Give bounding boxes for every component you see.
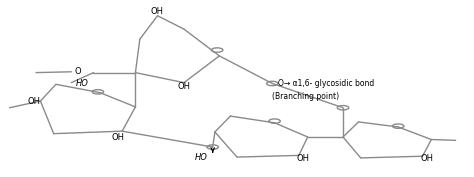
Text: (Branching point): (Branching point) <box>272 92 339 101</box>
Circle shape <box>266 81 278 86</box>
Text: OH: OH <box>111 133 124 141</box>
Text: HO: HO <box>76 79 89 88</box>
Circle shape <box>211 48 223 52</box>
Circle shape <box>207 145 219 149</box>
Text: HO: HO <box>195 153 208 162</box>
Text: OH: OH <box>297 154 310 163</box>
Text: O→ α1,6- glycosidic bond: O→ α1,6- glycosidic bond <box>278 79 374 88</box>
Text: OH: OH <box>27 96 40 105</box>
Text: OH: OH <box>420 154 433 163</box>
Circle shape <box>337 105 349 110</box>
Text: O: O <box>75 67 82 76</box>
Circle shape <box>269 119 280 123</box>
Circle shape <box>392 124 404 128</box>
Circle shape <box>92 90 104 94</box>
Text: OH: OH <box>151 7 164 16</box>
Text: OH: OH <box>177 82 191 91</box>
